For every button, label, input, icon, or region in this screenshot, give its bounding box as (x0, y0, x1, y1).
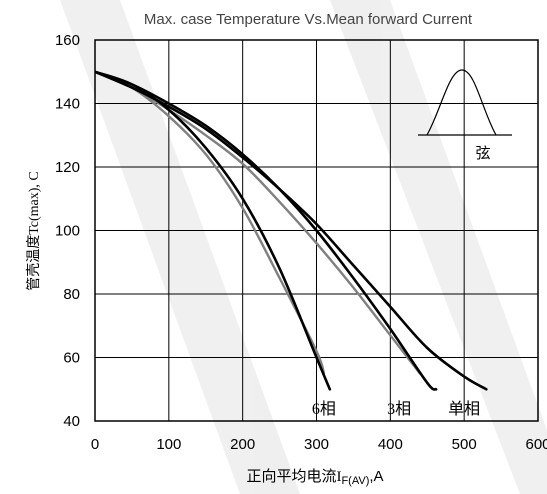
y-tick-label: 80 (63, 286, 80, 303)
y-tick-label: 40 (63, 413, 80, 430)
curve-label: 3相 (387, 400, 411, 418)
series-line-单相 (95, 70, 488, 391)
y-tick-labels: 40 60 80 100 120 140 160 (55, 32, 80, 430)
x-tick-label: 300 (304, 436, 329, 453)
x-tick-labels: 0 100 200 300 400 500 600 (91, 436, 547, 453)
x-tick-label: 500 (452, 436, 477, 453)
plot-frame (94, 39, 539, 422)
x-axis-label: 正向平均电流IF(AV),A (246, 468, 383, 487)
x-tick-label: 100 (156, 436, 181, 453)
y-tick-label: 60 (63, 350, 80, 367)
curve-label: 6相 (312, 400, 336, 418)
inset-label: 弦 (475, 145, 490, 162)
x-axis-label-prefix: 正向平均电流I (246, 468, 341, 485)
y-tick-label: 120 (55, 159, 80, 176)
y-tick-label: 160 (55, 32, 80, 49)
x-tick-label: 200 (230, 436, 255, 453)
x-axis-label-sub: F(AV) (341, 475, 369, 487)
series-lines (95, 70, 488, 391)
x-tick-label: 600 (525, 436, 547, 453)
x-tick-label: 0 (91, 436, 99, 453)
y-axis-label: 管壳温度Tc(max), C (25, 171, 42, 291)
curve-labels: 6相 3相 单相 (312, 400, 480, 418)
chart-title: Max. case Temperature Vs.Mean forward Cu… (144, 11, 473, 28)
x-tick-label: 400 (378, 436, 403, 453)
x-axis-label-suffix: ,A (369, 468, 383, 485)
y-tick-label: 100 (55, 223, 80, 240)
y-tick-label: 140 (55, 96, 80, 113)
background-watermark (60, 0, 547, 494)
curve-label: 单相 (448, 400, 480, 418)
sine-wave-icon (418, 69, 512, 136)
